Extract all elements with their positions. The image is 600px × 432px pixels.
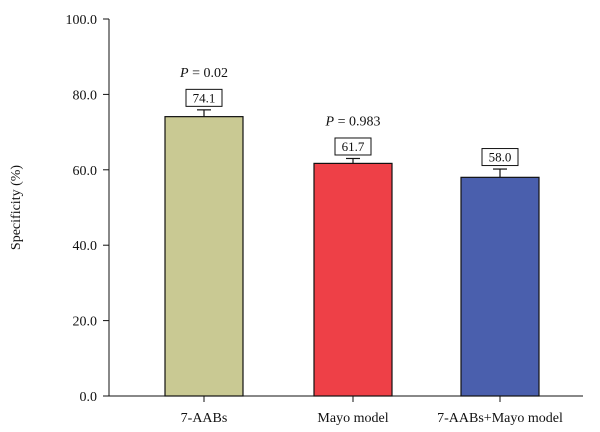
y-tick-label: 60.0 — [73, 164, 98, 179]
x-tick-label: 7-AABs+Mayo model — [437, 411, 563, 426]
bar-7-aabs-mayo-model — [460, 176, 540, 397]
y-tick-label: 100.0 — [66, 13, 98, 28]
data-label-box — [185, 88, 223, 107]
p-value-annotation: P = 0.02 — [179, 66, 228, 81]
y-tick-label: 80.0 — [73, 88, 98, 103]
data-label: 58.0 — [489, 150, 512, 165]
data-label-box — [334, 137, 372, 156]
p-value-text: = 0.02 — [189, 66, 228, 81]
bars — [164, 109, 540, 397]
x-tick-label: Mayo model — [317, 411, 388, 426]
p-symbol: P — [179, 66, 189, 81]
y-axis-label: Specificity (%) — [9, 165, 24, 250]
data-label: 61.7 — [342, 139, 365, 154]
bar-7-aabs — [164, 116, 244, 397]
y-tick-label: 20.0 — [73, 315, 98, 330]
p-symbol: P — [325, 114, 335, 129]
data-label: 74.1 — [193, 90, 216, 105]
p-value-annotation: P = 0.983 — [325, 114, 381, 129]
bar-mayo-model — [313, 162, 393, 397]
labels: 7-AABs 74.1 Mayo model 61.7 7-AABs+Mayo mode… — [179, 66, 563, 426]
y-tick-label: 40.0 — [73, 239, 98, 254]
data-label-box — [481, 148, 519, 167]
p-value-text: = 0.983 — [334, 114, 380, 129]
y-tick-label: 0.0 — [80, 390, 98, 405]
x-tick-label: 7-AABs — [181, 411, 228, 426]
